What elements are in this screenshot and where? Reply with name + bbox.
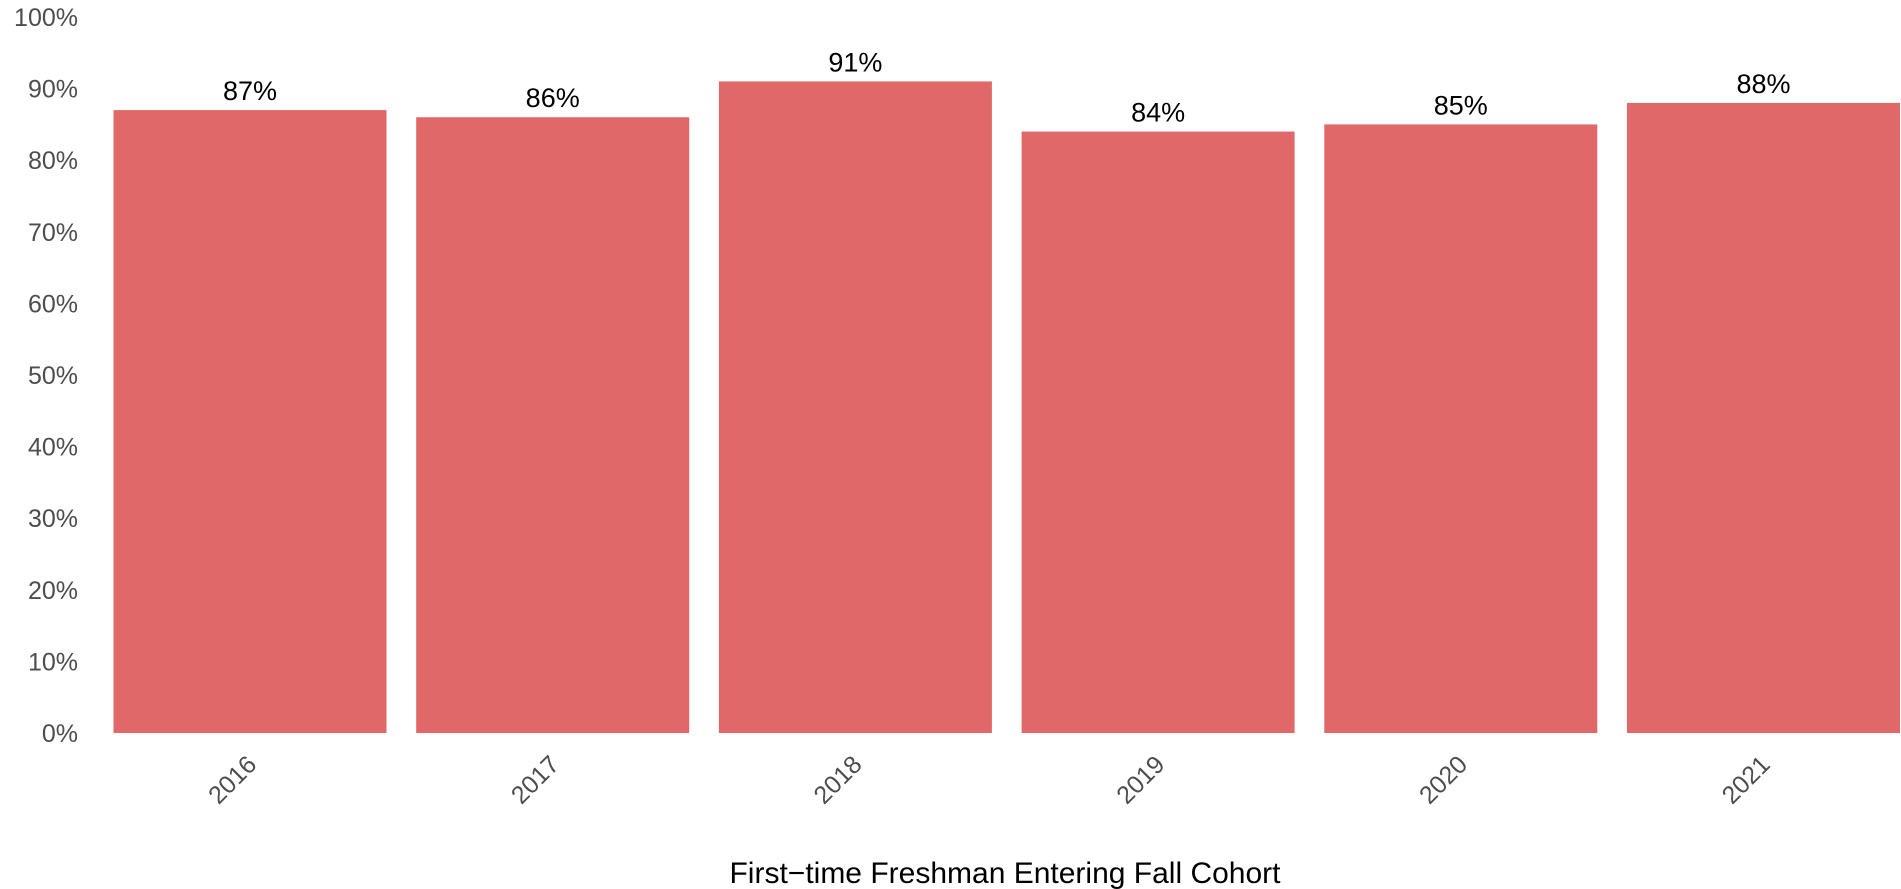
bar [718, 81, 992, 733]
x-tick-label: 2020 [1414, 750, 1473, 809]
data-label: 85% [1434, 90, 1488, 120]
y-tick-label: 80% [28, 147, 78, 175]
y-tick-label: 100% [14, 4, 78, 32]
bar [1021, 131, 1295, 733]
bar [1627, 102, 1900, 734]
data-label: 88% [1736, 69, 1790, 99]
y-axis: 0% 10% 20% 30% 40% 50% 60% 70% 80% 90% 100% [14, 4, 78, 748]
y-tick-label: 50% [28, 362, 78, 390]
y-tick-label: 20% [28, 577, 78, 605]
bars [113, 81, 1900, 734]
bar [416, 117, 690, 734]
x-axis-title: First−time Freshman Entering Fall Cohort [729, 857, 1281, 889]
bar [113, 110, 387, 733]
x-tick-label: 2019 [1111, 750, 1170, 809]
data-labels: 87% 86% 91% 84% 85% 88% [223, 47, 1791, 127]
y-tick-label: 60% [28, 290, 78, 318]
x-axis: 2016 2017 2018 2019 2020 2021 [203, 750, 1776, 809]
x-tick-label: 2021 [1717, 750, 1776, 809]
y-tick-label: 0% [42, 720, 78, 748]
x-tick-label: 2018 [809, 750, 868, 809]
x-tick-label: 2017 [506, 750, 565, 809]
y-tick-label: 40% [28, 434, 78, 462]
y-tick-label: 10% [28, 648, 78, 676]
y-tick-label: 30% [28, 505, 78, 533]
data-label: 86% [526, 83, 580, 113]
data-label: 87% [223, 76, 277, 106]
data-label: 91% [828, 47, 882, 77]
data-label: 84% [1131, 98, 1185, 128]
x-tick-label: 2016 [203, 750, 262, 809]
bar [1324, 124, 1598, 733]
y-tick-label: 70% [28, 219, 78, 247]
y-tick-label: 90% [28, 76, 78, 104]
